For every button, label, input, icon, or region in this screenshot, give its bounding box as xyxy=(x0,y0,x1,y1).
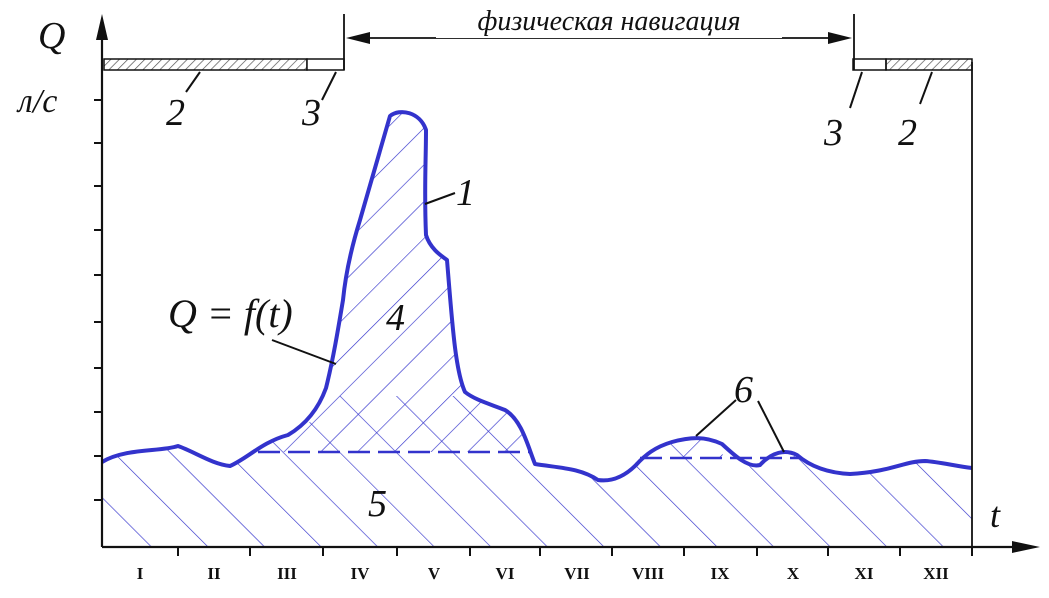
month-label: IV xyxy=(351,564,371,583)
navigation-arrow-left xyxy=(346,32,370,44)
callout-transition-left: 3 xyxy=(301,92,321,134)
callout-transition-right: 3 xyxy=(823,112,843,154)
mask-above-curve xyxy=(102,100,972,481)
flood-volume-area xyxy=(258,112,532,452)
callout-rain-floods: 6 xyxy=(734,369,753,411)
month-label: IX xyxy=(711,564,731,583)
callout-ice-left: 2 xyxy=(166,92,185,134)
hydrograph-curve xyxy=(100,110,973,483)
ice-bar-left xyxy=(103,58,308,71)
month-label: VIII xyxy=(632,564,665,583)
formula-label: Q = f(t) xyxy=(168,291,293,336)
y-axis-arrow xyxy=(96,14,108,40)
month-label: III xyxy=(277,564,297,583)
rain-flood-area-1 xyxy=(640,436,725,458)
month-labels: I II III IV V VI VII VIII IX X XI XII xyxy=(137,564,949,583)
month-label: VI xyxy=(496,564,515,583)
callout-flood-curve: 1 xyxy=(456,172,475,214)
callout-leaders xyxy=(185,71,933,453)
callout-flood-volume: 4 xyxy=(386,297,405,339)
month-label: II xyxy=(207,564,221,583)
transition-bar-left xyxy=(306,58,345,71)
callout-ice-right: 2 xyxy=(898,112,917,154)
month-label: V xyxy=(428,564,441,583)
x-axis-symbol: t xyxy=(990,495,1001,535)
month-label: X xyxy=(787,564,800,583)
navigation-label-bg xyxy=(436,8,782,38)
x-axis-ticks xyxy=(177,547,973,556)
y-axis-symbol: Q xyxy=(38,15,65,57)
month-label: XI xyxy=(855,564,874,583)
x-axis-arrow xyxy=(1012,541,1040,553)
navigation-arrow-right xyxy=(828,32,852,44)
ice-bar-right xyxy=(885,58,973,71)
month-label: VII xyxy=(564,564,590,583)
y-axis-unit: л/с xyxy=(16,83,57,120)
y-axis-ticks xyxy=(94,99,102,501)
month-label: XII xyxy=(923,564,949,583)
transition-bar-right xyxy=(852,58,887,71)
callout-base-flow: 5 xyxy=(368,483,387,525)
navigation-label: физическая навигация xyxy=(477,6,740,37)
month-label: I xyxy=(137,564,144,583)
